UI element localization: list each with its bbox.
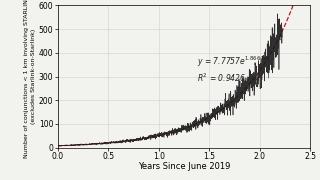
- Text: y = 7.7757e$^{1.8664x}$
$R^{2}$ = 0.9426: y = 7.7757e$^{1.8664x}$ $R^{2}$ = 0.9426: [197, 55, 268, 84]
- X-axis label: Years Since June 2019: Years Since June 2019: [138, 162, 230, 171]
- Y-axis label: Number of conjunctions < 1 km involving STARLINK
(excludes Starlink-on-Starlink): Number of conjunctions < 1 km involving …: [24, 0, 36, 158]
